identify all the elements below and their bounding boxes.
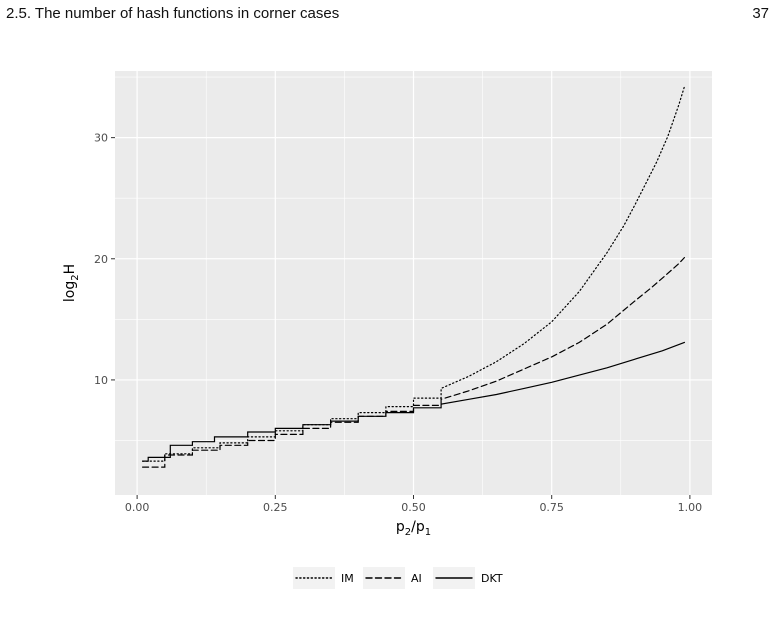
y-title-tail: H bbox=[62, 264, 78, 275]
series-line-im bbox=[142, 86, 685, 462]
x-tick-label: 0.25 bbox=[263, 501, 288, 514]
legend-key-ai bbox=[363, 567, 405, 589]
legend-label-dkt: DKT bbox=[481, 572, 503, 585]
legend-label-im: IM bbox=[341, 572, 354, 585]
series-lines bbox=[142, 86, 685, 468]
x-tick-label: 1.00 bbox=[678, 501, 703, 514]
x-axis: 0.00 0.25 0.50 0.75 1.00 bbox=[125, 495, 702, 514]
page-header: 2.5. The number of hash functions in cor… bbox=[0, 0, 775, 40]
page-number: 37 bbox=[752, 5, 769, 22]
x-title-sub1: 2 bbox=[405, 527, 411, 538]
x-tick-label: 0.50 bbox=[401, 501, 426, 514]
y-title-main: log bbox=[62, 281, 78, 302]
y-title-sub: 2 bbox=[70, 274, 81, 280]
x-axis-title: p2/p1 bbox=[396, 519, 431, 538]
y-tick-label: 30 bbox=[94, 132, 108, 145]
y-axis: 10 20 30 bbox=[94, 132, 115, 387]
grid-major bbox=[115, 71, 712, 495]
x-tick-label: 0.75 bbox=[539, 501, 564, 514]
y-tick-label: 20 bbox=[94, 253, 108, 266]
legend-label-ai: AI bbox=[411, 572, 422, 585]
legend-key-im bbox=[293, 567, 335, 589]
series-line-dkt bbox=[142, 341, 685, 462]
running-title: 2.5. The number of hash functions in cor… bbox=[6, 5, 340, 22]
y-tick-label: 10 bbox=[94, 374, 108, 387]
legend: IM AI DKT bbox=[293, 567, 503, 589]
x-title-main: p bbox=[396, 519, 405, 535]
y-axis-title: log2H bbox=[62, 264, 81, 302]
x-title-sub2: 1 bbox=[425, 527, 431, 538]
x-tick-label: 0.00 bbox=[125, 501, 150, 514]
x-title-sep: /p bbox=[411, 519, 425, 535]
